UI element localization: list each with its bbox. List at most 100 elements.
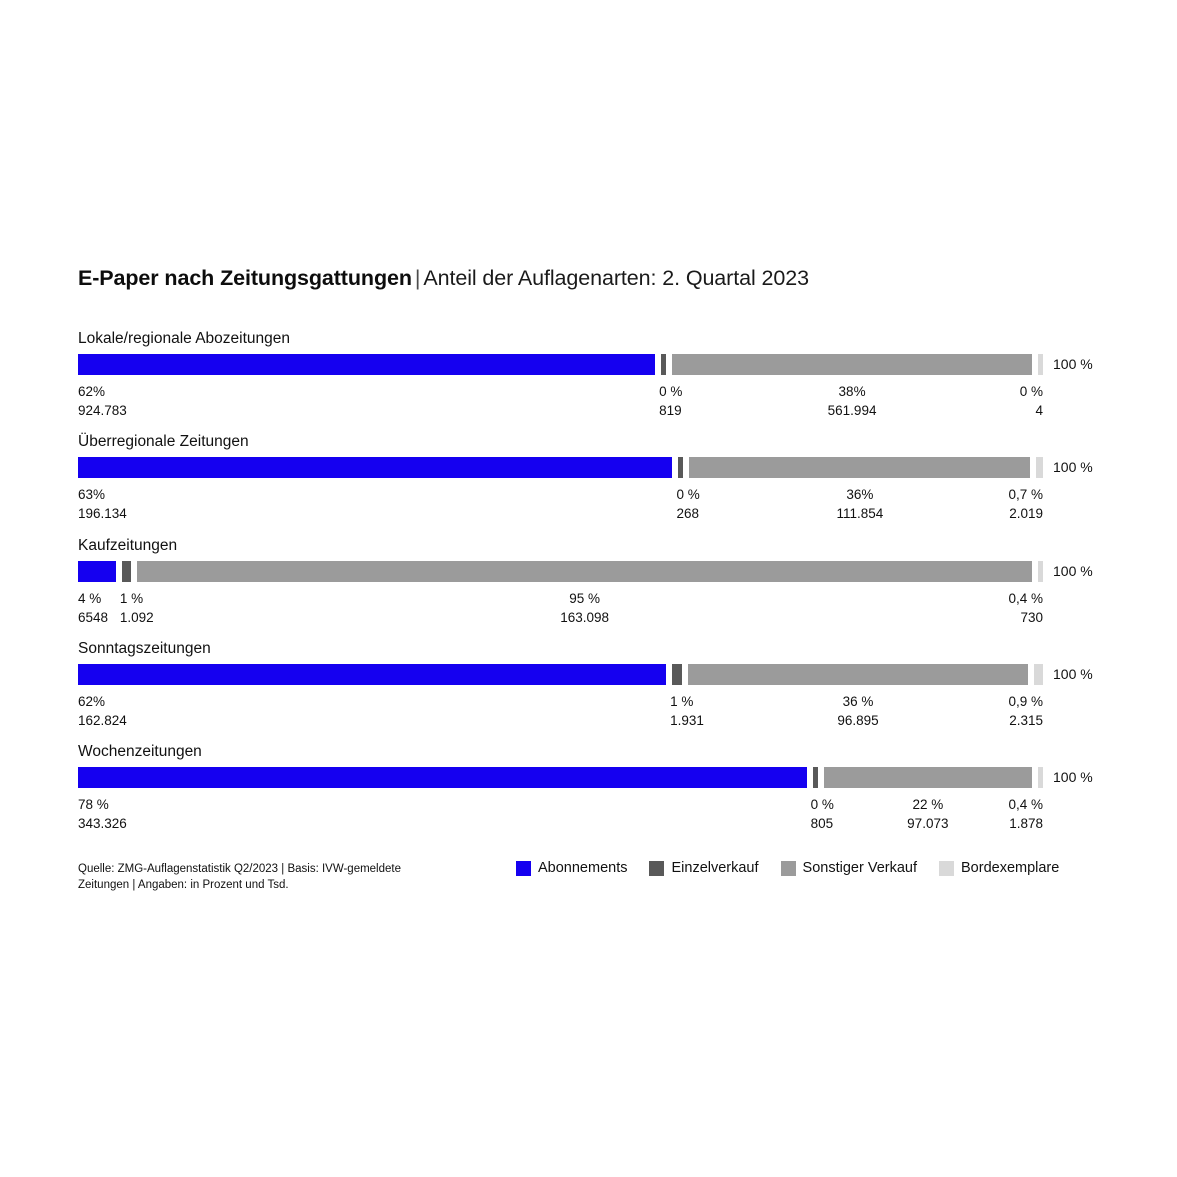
bar-value-label: 0 % 819	[659, 382, 682, 420]
bar-segment-bordexemplare	[1038, 561, 1043, 582]
bar-value-label: 62% 924.783	[78, 382, 127, 420]
bar-value-absolute: 1.878	[1009, 816, 1043, 831]
bar-segment-einzelverkauf	[672, 664, 682, 685]
legend-swatch-icon	[780, 860, 796, 876]
chart-group: Kaufzeitungen 100 % 4 % 6548 1 % 1.092 95 % 163…	[78, 537, 1098, 629]
chart-legend: Abonnements Einzelverkauf Sonstiger Verkau…	[516, 858, 1059, 878]
bar-value-percent: 0,4 %	[1008, 797, 1043, 812]
bar-value-percent: 78 %	[78, 797, 109, 812]
bar-total-label: 100 %	[1053, 666, 1093, 682]
legend-label: Sonstiger Verkauf	[802, 860, 917, 876]
bar-value-percent: 62%	[78, 694, 106, 709]
chart-group-label: Überregionale Zeitungen	[78, 433, 249, 450]
bar-value-percent: 0 %	[1019, 384, 1043, 399]
bar-value-percent: 0,7 %	[1008, 487, 1043, 502]
chart-group: Lokale/regionale Abozeitungen 100 % 62% 924…	[78, 330, 1098, 422]
bar-segment-abonnements	[78, 457, 673, 478]
legend-item: Einzelverkauf	[649, 858, 759, 878]
bar-value-absolute: 4	[1035, 403, 1043, 418]
page-title-strong: E-Paper nach Zeitungsgattungen	[78, 266, 412, 290]
chart-group-label: Wochenzeitungen	[78, 743, 202, 760]
bar-value-label: 62% 162.824	[78, 692, 127, 730]
bar-value-absolute: 6548	[78, 610, 109, 625]
bar-value-label: 95 % 163.098	[505, 589, 665, 627]
bar-value-percent: 0,4 %	[1008, 591, 1043, 606]
bar-value-percent: 0 %	[659, 384, 683, 399]
bar-value-percent: 36 %	[842, 694, 874, 709]
bar-value-label: 36% 111.854	[780, 485, 940, 523]
bar-segment-bordexemplare	[1038, 354, 1043, 375]
bar-segment-einzelverkauf	[121, 561, 132, 582]
bar-value-absolute: 162.824	[78, 713, 127, 728]
bar-value-absolute: 96.895	[837, 713, 879, 728]
legend-swatch-icon	[939, 860, 954, 876]
bar-value-percent: 0 %	[676, 487, 700, 502]
bar-value-percent: 38%	[838, 384, 866, 399]
bar-value-label: 78 % 343.326	[78, 795, 127, 833]
bar-value-absolute: 924.783	[78, 403, 127, 418]
stacked-bar: 100 %	[78, 664, 1093, 685]
bar-value-percent: 1 %	[119, 591, 144, 606]
bar-value-label: 22 % 97.073	[848, 795, 1008, 833]
bar-value-labels: 4 % 6548 1 % 1.092 95 % 163.098 0,4 % 730	[78, 589, 1098, 629]
bar-value-labels: 62% 162.824 1 % 1.931 36 % 96.895 0,9 % 2.315	[78, 692, 1098, 732]
legend-label: Abonnements	[538, 860, 628, 876]
chart-group: Sonntagszeitungen 100 % 62% 162.824 1 % 1.931…	[78, 640, 1098, 732]
bar-value-absolute: 163.098	[560, 610, 610, 625]
bar-segment-sonstiger-verkauf	[823, 767, 1032, 788]
bar-segment-sonstiger-verkauf	[687, 664, 1029, 685]
bar-value-percent: 22 %	[912, 797, 944, 812]
bar-value-absolute: 561.994	[827, 403, 877, 418]
source-note-line2: Zeitungen | Angaben: in Prozent und Tsd.	[78, 879, 289, 891]
bar-segment-bordexemplare	[1038, 767, 1043, 788]
bar-value-label: 0,7 % 2.019	[883, 485, 1043, 523]
bar-value-label: 1 % 1.931	[670, 692, 704, 730]
bar-segment-einzelverkauf	[678, 457, 684, 478]
legend-label: Bordexemplare	[961, 860, 1060, 876]
bar-value-percent: 0 %	[810, 797, 834, 812]
bar-value-absolute: 2.315	[1009, 713, 1043, 728]
page-title-separator: |	[414, 266, 421, 290]
bar-value-percent: 1 %	[670, 694, 694, 709]
bar-value-absolute: 819	[659, 403, 682, 418]
legend-item: Bordexemplare	[939, 858, 1059, 878]
bar-value-labels: 63% 196.134 0 % 268 36% 111.854 0,7 % 2.019	[78, 485, 1098, 525]
bar-total-label: 100 %	[1053, 769, 1093, 785]
bar-segment-einzelverkauf	[812, 767, 818, 788]
bar-value-absolute: 730	[1020, 610, 1043, 625]
page-title: E-Paper nach Zeitungsgattungen | Anteil de…	[78, 265, 809, 291]
chart-group: Wochenzeitungen 100 % 78 % 343.326 0 % 805 22 …	[78, 743, 1098, 835]
bar-value-label: 63% 196.134	[78, 485, 127, 523]
chart-group: Überregionale Zeitungen 100 % 63% 196.134 0 …	[78, 433, 1098, 525]
bar-value-absolute: 805	[810, 816, 834, 831]
chart-group-label: Kaufzeitungen	[78, 537, 178, 554]
legend-label: Einzelverkauf	[671, 860, 759, 876]
bar-total-label: 100 %	[1053, 563, 1093, 579]
legend-item: Abonnements	[516, 858, 627, 878]
bar-value-label: 0,4 % 730	[883, 589, 1043, 627]
bar-value-absolute: 343.326	[78, 816, 127, 831]
bar-segment-sonstiger-verkauf	[689, 457, 1031, 478]
bar-value-labels: 78 % 343.326 0 % 805 22 % 97.073 0,4 % 1.878	[78, 795, 1098, 835]
bar-segment-sonstiger-verkauf	[672, 354, 1032, 375]
source-note: Quelle: ZMG-Auflagenstatistik Q2/2023 | …	[78, 861, 478, 893]
bar-segment-sonstiger-verkauf	[137, 561, 1032, 582]
bar-value-percent: 0,9 %	[1008, 694, 1043, 709]
legend-swatch-icon	[649, 860, 665, 876]
bar-total-label: 100 %	[1053, 459, 1093, 475]
stacked-bar: 100 %	[78, 354, 1093, 375]
bar-value-percent: 95 %	[569, 591, 601, 606]
bar-total-label: 100 %	[1053, 356, 1093, 372]
bar-value-percent: 36%	[846, 487, 874, 502]
source-note-line1: Quelle: ZMG-Auflagenstatistik Q2/2023 | …	[78, 863, 401, 875]
bar-value-absolute: 2.019	[1009, 506, 1043, 521]
bar-value-label: 0 % 4	[883, 382, 1043, 420]
bar-value-labels: 62% 924.783 0 % 819 38% 561.994 0 % 4	[78, 382, 1098, 422]
bar-value-absolute: 1.931	[670, 713, 704, 728]
bar-value-label: 0 % 805	[811, 795, 834, 833]
stacked-bar: 100 %	[78, 457, 1093, 478]
bar-value-label: 1 % 1.092	[120, 589, 154, 627]
chart-group-label: Lokale/regionale Abozeitungen	[78, 330, 291, 347]
bar-segment-abonnements	[78, 767, 807, 788]
